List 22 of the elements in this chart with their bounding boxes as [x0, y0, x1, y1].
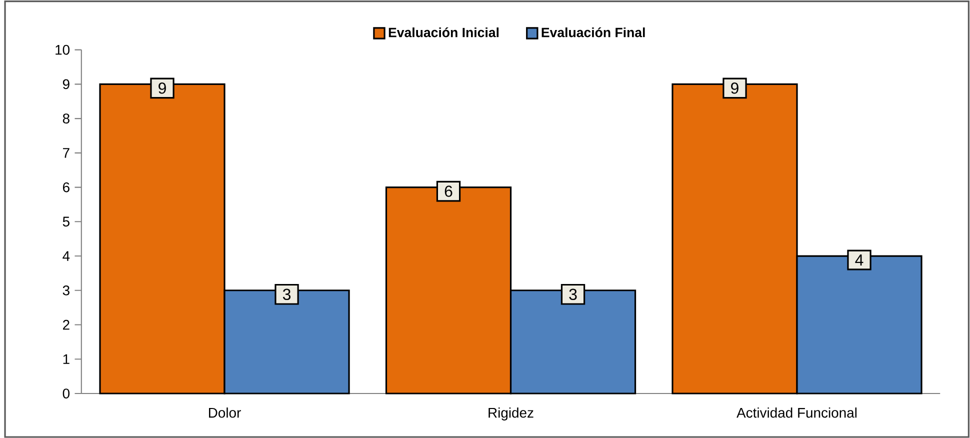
data-label: 4: [855, 254, 864, 266]
legend-label: Evaluación Final: [542, 27, 645, 38]
y-tick-label: 10: [56, 44, 70, 55]
x-tick-label: Actividad Funcional: [736, 407, 857, 418]
y-tick-label: 9: [62, 79, 70, 89]
y-tick-label: 2: [63, 320, 70, 330]
y-tick-label: 6: [63, 182, 70, 192]
x-tick-label: Dolor: [209, 407, 241, 418]
data-label: 3: [569, 288, 577, 300]
y-tick-label: 7: [63, 148, 70, 158]
x-tick-label: Rigidez: [488, 407, 534, 420]
y-tick-label: 0: [62, 388, 70, 398]
y-tick-label: 8: [62, 113, 70, 124]
data-label: 9: [158, 82, 166, 94]
data-label: 6: [444, 185, 452, 197]
y-tick-label: 1: [63, 354, 70, 364]
y-tick-label: 4: [62, 251, 70, 261]
legend-label: Evaluación Inicial: [388, 27, 499, 38]
y-tick-label: 3: [62, 285, 70, 296]
y-tick-label: 5: [62, 216, 70, 226]
data-label: 9: [731, 82, 738, 94]
data-label: 3: [282, 288, 291, 300]
